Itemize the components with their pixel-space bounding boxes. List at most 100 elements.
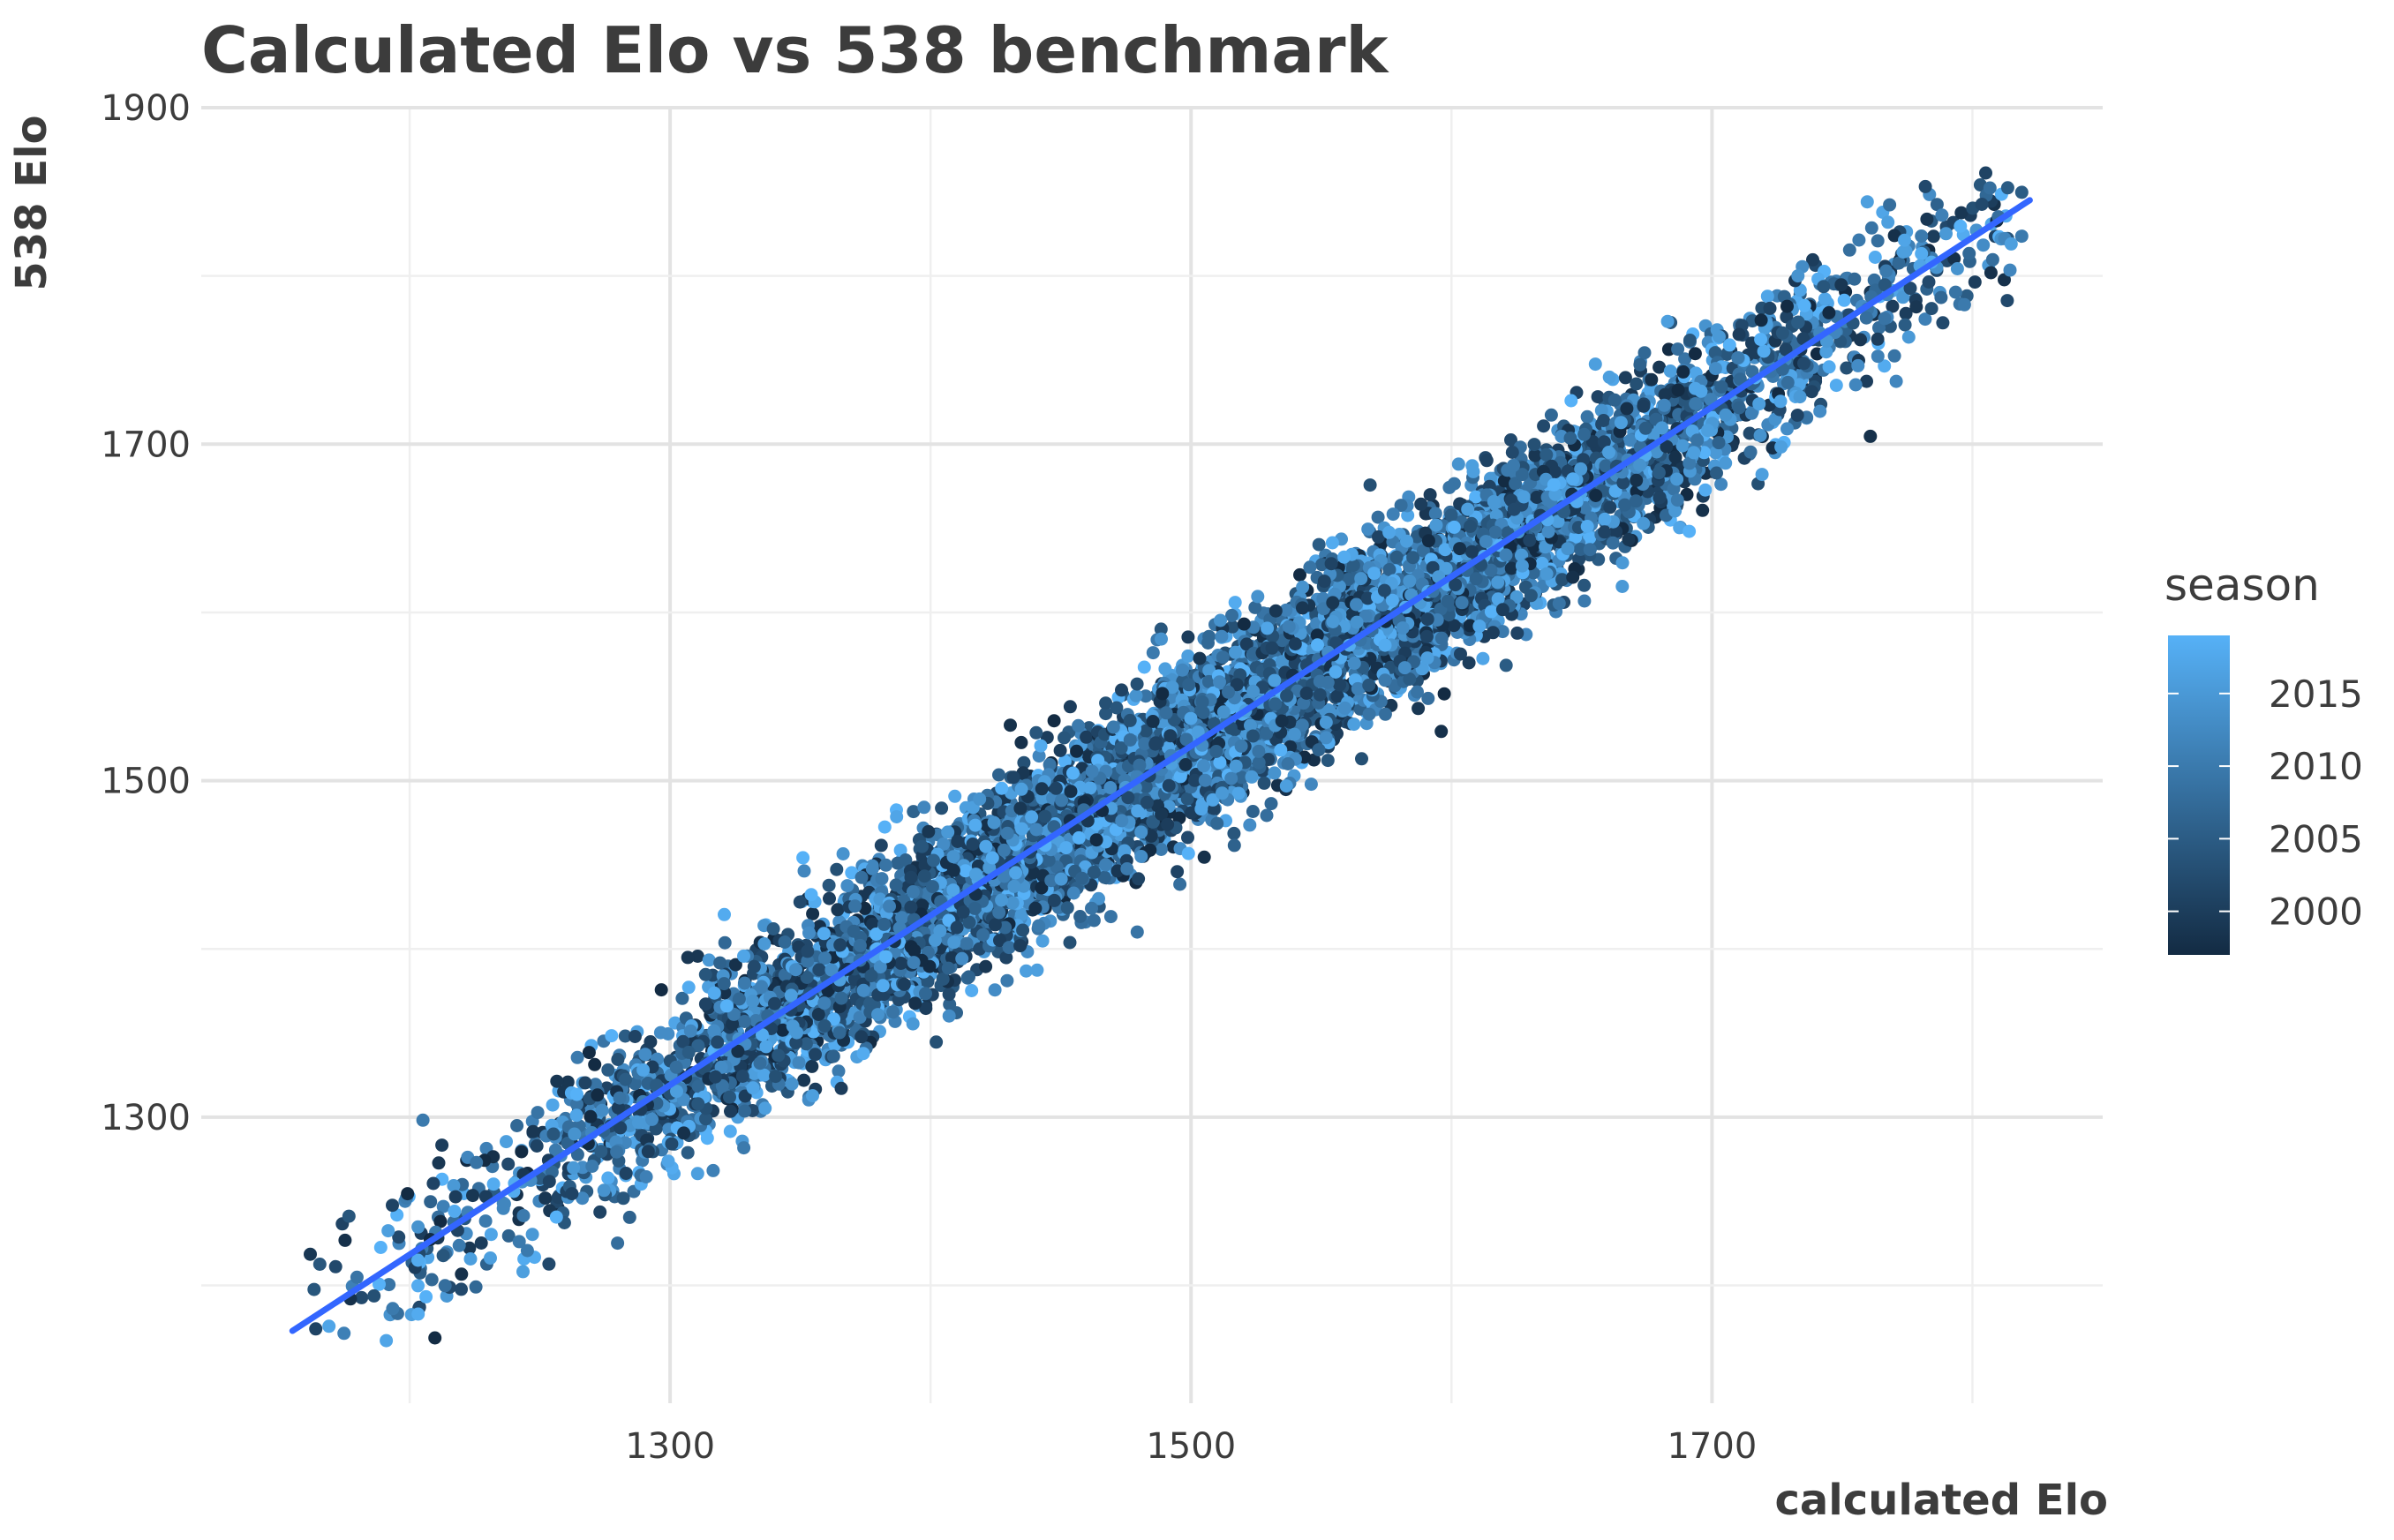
scatter-point bbox=[1577, 578, 1592, 592]
scatter-point bbox=[582, 1046, 596, 1060]
scatter-point bbox=[919, 1002, 933, 1016]
scatter-point bbox=[380, 1333, 394, 1348]
scatter-point bbox=[723, 1124, 737, 1138]
scatter-point bbox=[1043, 757, 1057, 771]
scatter-point bbox=[1878, 359, 1892, 373]
scatter-point bbox=[433, 1214, 448, 1228]
scatter-point bbox=[1947, 252, 1961, 266]
scatter-point bbox=[836, 847, 850, 860]
scatter-point bbox=[1499, 658, 1513, 672]
scatter-point bbox=[1887, 349, 1901, 363]
scatter-point bbox=[500, 1135, 513, 1149]
scatter-point bbox=[1063, 700, 1077, 714]
scatter-point bbox=[1442, 480, 1457, 494]
scatter-point bbox=[605, 1029, 619, 1043]
scatter-point bbox=[355, 1290, 369, 1304]
scatter-point bbox=[906, 1017, 920, 1031]
scatter-point bbox=[1918, 312, 1932, 327]
scatter-point bbox=[386, 1198, 399, 1213]
scatter-point bbox=[1868, 251, 1882, 264]
scatter-point bbox=[1004, 718, 1017, 732]
scatter-point bbox=[1181, 630, 1195, 644]
scatter-point bbox=[1154, 622, 1168, 636]
scatter-point bbox=[611, 1053, 625, 1066]
scatter-point bbox=[796, 851, 810, 865]
scatter-point bbox=[874, 838, 888, 853]
scatter-point bbox=[1476, 651, 1490, 665]
scatter-point bbox=[452, 1238, 466, 1252]
scatter-point bbox=[1058, 755, 1072, 769]
scatter-point bbox=[1080, 730, 1094, 744]
scatter-point bbox=[1976, 238, 1991, 252]
scatter-point bbox=[548, 1143, 562, 1157]
scatter-point bbox=[1434, 725, 1449, 739]
scatter-point bbox=[447, 1179, 461, 1192]
scatter-point bbox=[690, 950, 704, 963]
scatter-point bbox=[1139, 689, 1153, 703]
scatter-point bbox=[1293, 567, 1306, 582]
scatter-point bbox=[1863, 429, 1878, 443]
scatter-point bbox=[1883, 198, 1897, 212]
scatter-point bbox=[1423, 488, 1437, 502]
scatter-point bbox=[1421, 691, 1435, 705]
scatter-point bbox=[337, 1326, 351, 1341]
scatter-point bbox=[1401, 508, 1415, 522]
scatter-point bbox=[1158, 662, 1172, 676]
scatter-point bbox=[1564, 394, 1578, 408]
scatter-point bbox=[424, 1195, 438, 1209]
scatter-point bbox=[702, 953, 716, 967]
chart-title: Calculated Elo vs 538 benchmark bbox=[201, 13, 1389, 87]
scatter-point bbox=[1743, 426, 1757, 440]
scatter-point bbox=[1451, 457, 1465, 471]
scatter-point bbox=[1760, 289, 1774, 304]
scatter-point bbox=[373, 1277, 386, 1291]
scatter-point bbox=[822, 878, 836, 892]
scatter-point bbox=[1840, 361, 1854, 375]
scatter-point bbox=[392, 1230, 406, 1244]
scatter-point bbox=[448, 1205, 462, 1218]
scatter-point bbox=[979, 959, 993, 973]
scatter-point bbox=[1363, 478, 1377, 492]
scatter-point bbox=[432, 1156, 446, 1170]
scatter-point bbox=[616, 1191, 630, 1206]
scatter-point bbox=[1644, 384, 1658, 398]
scatter-point bbox=[1032, 919, 1046, 933]
scatter-point bbox=[877, 820, 892, 834]
scatter-point bbox=[2014, 185, 2029, 199]
scatter-point bbox=[1251, 590, 1265, 604]
scatter-point bbox=[570, 1097, 583, 1111]
scatter-point bbox=[840, 879, 854, 893]
scatter-point bbox=[1268, 766, 1282, 780]
scatter-point bbox=[1110, 701, 1124, 715]
scatter-point bbox=[328, 1259, 343, 1273]
scatter-point bbox=[1854, 333, 1867, 347]
scatter-point bbox=[1412, 702, 1426, 716]
scatter-point bbox=[455, 1282, 468, 1296]
scatter-point bbox=[1225, 620, 1239, 634]
scatter-point bbox=[1837, 293, 1851, 307]
scatter-point bbox=[455, 1267, 469, 1281]
scatter-point bbox=[893, 843, 907, 857]
scatter-point bbox=[1137, 660, 1151, 674]
scatter-point bbox=[618, 1029, 632, 1043]
scatter-point bbox=[737, 1141, 751, 1155]
scatter-point bbox=[988, 983, 1002, 997]
scatter-point bbox=[1229, 645, 1242, 659]
scatter-point bbox=[1922, 275, 1936, 289]
scatter-point bbox=[1719, 456, 1733, 470]
scatter-point bbox=[561, 1075, 575, 1089]
scatter-point bbox=[1714, 477, 1728, 492]
scatter-point bbox=[428, 1331, 442, 1345]
scatter-point bbox=[304, 1247, 317, 1261]
scatter-point bbox=[1948, 285, 1962, 299]
scatter-point bbox=[1504, 433, 1517, 447]
scatter-point bbox=[718, 935, 732, 950]
scatter-point bbox=[2014, 229, 2029, 244]
scatter-point bbox=[1537, 419, 1551, 433]
scatter-point bbox=[1577, 594, 1592, 608]
scatter-point bbox=[1034, 739, 1048, 753]
scatter-point bbox=[436, 1199, 450, 1213]
scatter-points bbox=[304, 166, 2029, 1348]
scatter-point bbox=[1017, 755, 1031, 770]
scatter-point bbox=[1097, 870, 1111, 884]
